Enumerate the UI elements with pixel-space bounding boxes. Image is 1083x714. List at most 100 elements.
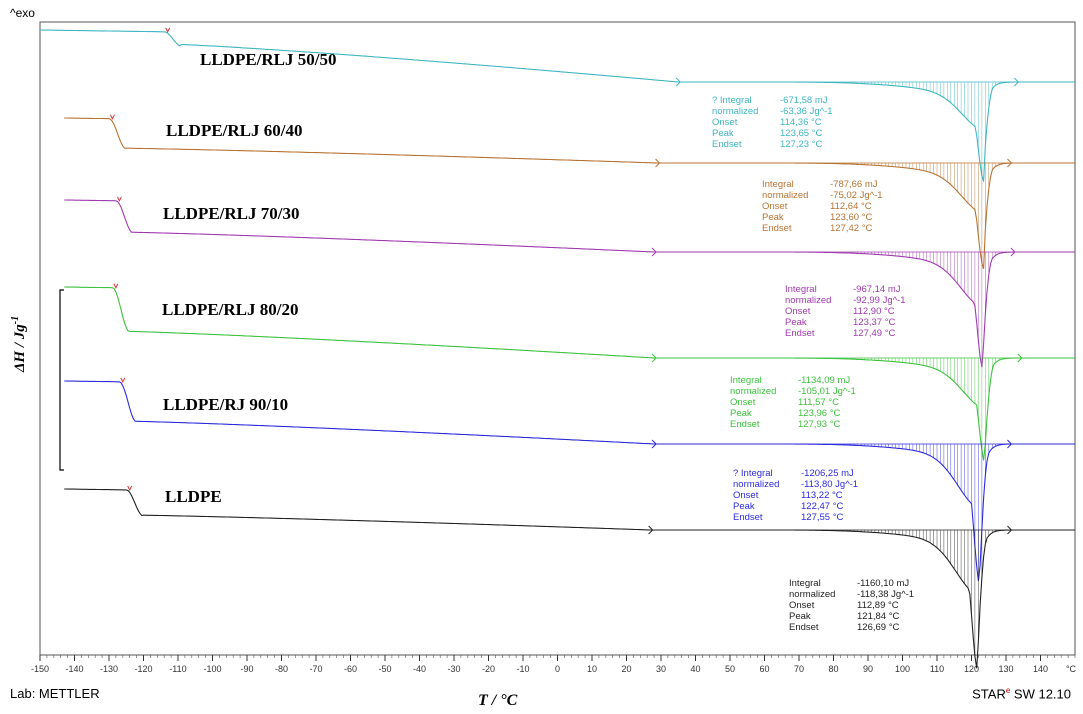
x-tick-label: -10	[516, 664, 529, 674]
x-unit-label: °C	[1066, 664, 1077, 674]
annotation-key: Endset	[712, 139, 742, 150]
annotation-value: 127,49 °C	[853, 328, 895, 339]
series-label: LLDPE/RLJ 50/50	[200, 50, 337, 69]
annotation-value: 114,36 °C	[780, 117, 822, 128]
annotation-value: -75,02 Jg^-1	[830, 190, 883, 201]
step-marker	[113, 283, 119, 289]
annotation-key: Integral	[762, 179, 794, 190]
lab-label: Lab: METTLER	[10, 686, 100, 701]
annotation-key: Endset	[730, 419, 760, 430]
annotation-value: 127,55 °C	[801, 512, 843, 523]
x-tick-label: -100	[203, 664, 221, 674]
limit-marker	[675, 77, 681, 87]
annotation-key: Endset	[762, 223, 792, 234]
integration-hatch	[795, 252, 1014, 368]
annotation-key: normalized	[712, 106, 758, 117]
series-line	[40, 29, 1075, 182]
annotation-key: Peak	[730, 408, 752, 419]
annotation-value: -63,36 Jg^-1	[780, 106, 833, 117]
step-marker	[165, 27, 171, 33]
limit-marker	[651, 439, 657, 449]
annotation-value: -1206,25 mJ	[801, 468, 854, 479]
x-tick-label: 120	[964, 664, 979, 674]
x-tick-label: -90	[240, 664, 253, 674]
x-tick-label: -110	[169, 664, 186, 674]
annotation-value: 127,23 °C	[780, 139, 822, 150]
x-tick-label: 70	[794, 664, 804, 674]
series-label: LLDPE/RLJ 70/30	[163, 204, 300, 223]
series-line	[64, 286, 1075, 461]
annotation-value: 121,84 °C	[857, 611, 899, 622]
annotation-value: -113,80 Jg^-1	[801, 479, 858, 490]
series-line	[64, 380, 1075, 581]
annotation-key: ? Integral	[733, 468, 773, 479]
x-tick-label: 10	[587, 664, 597, 674]
annotation-value: -92,99 Jg^-1	[853, 295, 906, 306]
x-tick-label: -30	[447, 664, 460, 674]
annotation-value: 122,47 °C	[801, 501, 843, 512]
annotation-key: Peak	[733, 501, 755, 512]
annotation-key: Endset	[733, 512, 763, 523]
series-label: LLDPE/RLJ 80/20	[162, 300, 299, 319]
exo-direction-label: ^exo	[10, 6, 35, 20]
x-tick-label: 140	[1033, 664, 1048, 674]
x-tick-label: -120	[134, 664, 152, 674]
annotation-value: 126,69 °C	[857, 622, 899, 633]
x-tick-label: 30	[656, 664, 666, 674]
x-tick-label: -60	[344, 664, 357, 674]
series-label: LLDPE/RJ 90/10	[163, 395, 288, 414]
x-tick-label: 60	[759, 664, 769, 674]
x-tick-label: -140	[65, 664, 83, 674]
annotation-key: ? Integral	[712, 95, 752, 106]
x-tick-label: 110	[930, 664, 944, 674]
step-marker	[127, 485, 133, 492]
annotation-value: 123,96 °C	[798, 408, 840, 419]
series-line	[64, 199, 1075, 368]
limit-marker	[651, 353, 657, 363]
annotation-key: Onset	[730, 397, 756, 408]
x-tick-label: 90	[863, 664, 873, 674]
x-tick-label: 20	[621, 664, 631, 674]
y-axis-bracket	[59, 289, 64, 471]
series-label: LLDPE/RLJ 60/40	[166, 121, 303, 140]
annotation-key: Integral	[785, 284, 817, 295]
x-tick-label: -20	[482, 664, 495, 674]
annotation-key: Integral	[730, 375, 762, 386]
step-marker	[110, 114, 115, 120]
x-tick-label: 100	[895, 664, 910, 674]
series-label: LLDPE	[165, 487, 222, 506]
annotation-value: 123,60 °C	[830, 212, 872, 223]
annotation-value: 113,22 °C	[801, 490, 843, 501]
annotation-key: Endset	[785, 328, 815, 339]
annotation-value: 123,37 °C	[853, 317, 895, 328]
annotation-key: normalized	[785, 295, 831, 306]
x-tick-label: 50	[725, 664, 735, 674]
annotation-key: Endset	[789, 622, 819, 633]
annotation-value: 112,89 °C	[857, 600, 899, 611]
series-line	[64, 117, 1075, 269]
annotation-key: normalized	[762, 190, 808, 201]
annotation-value: -671,58 mJ	[780, 95, 828, 106]
annotation-value: -967,14 mJ	[853, 284, 901, 295]
annotation-value: -1160,10 mJ	[857, 578, 909, 589]
annotation-key: Onset	[762, 201, 788, 212]
annotation-key: Onset	[733, 490, 759, 501]
annotation-key: Onset	[789, 600, 815, 611]
x-tick-label: -150	[31, 664, 49, 674]
annotation-value: -1134,09 mJ	[798, 375, 850, 386]
annotation-key: normalized	[789, 589, 835, 600]
step-marker	[116, 196, 122, 202]
y-axis-title: ΔH / Jg-1	[10, 315, 28, 372]
limit-marker	[1007, 525, 1013, 535]
annotation-key: normalized	[733, 479, 779, 490]
limit-marker	[651, 247, 657, 257]
annotation-key: Onset	[785, 306, 811, 317]
x-tick-label: 0	[555, 664, 560, 674]
annotation-value: 112,64 °C	[830, 201, 872, 212]
annotation-value: -118,38 Jg^-1	[857, 589, 914, 600]
annotation-key: Peak	[762, 212, 784, 223]
plot-frame	[39, 21, 1076, 656]
x-tick-label: -80	[275, 664, 288, 674]
step-marker	[120, 377, 126, 383]
